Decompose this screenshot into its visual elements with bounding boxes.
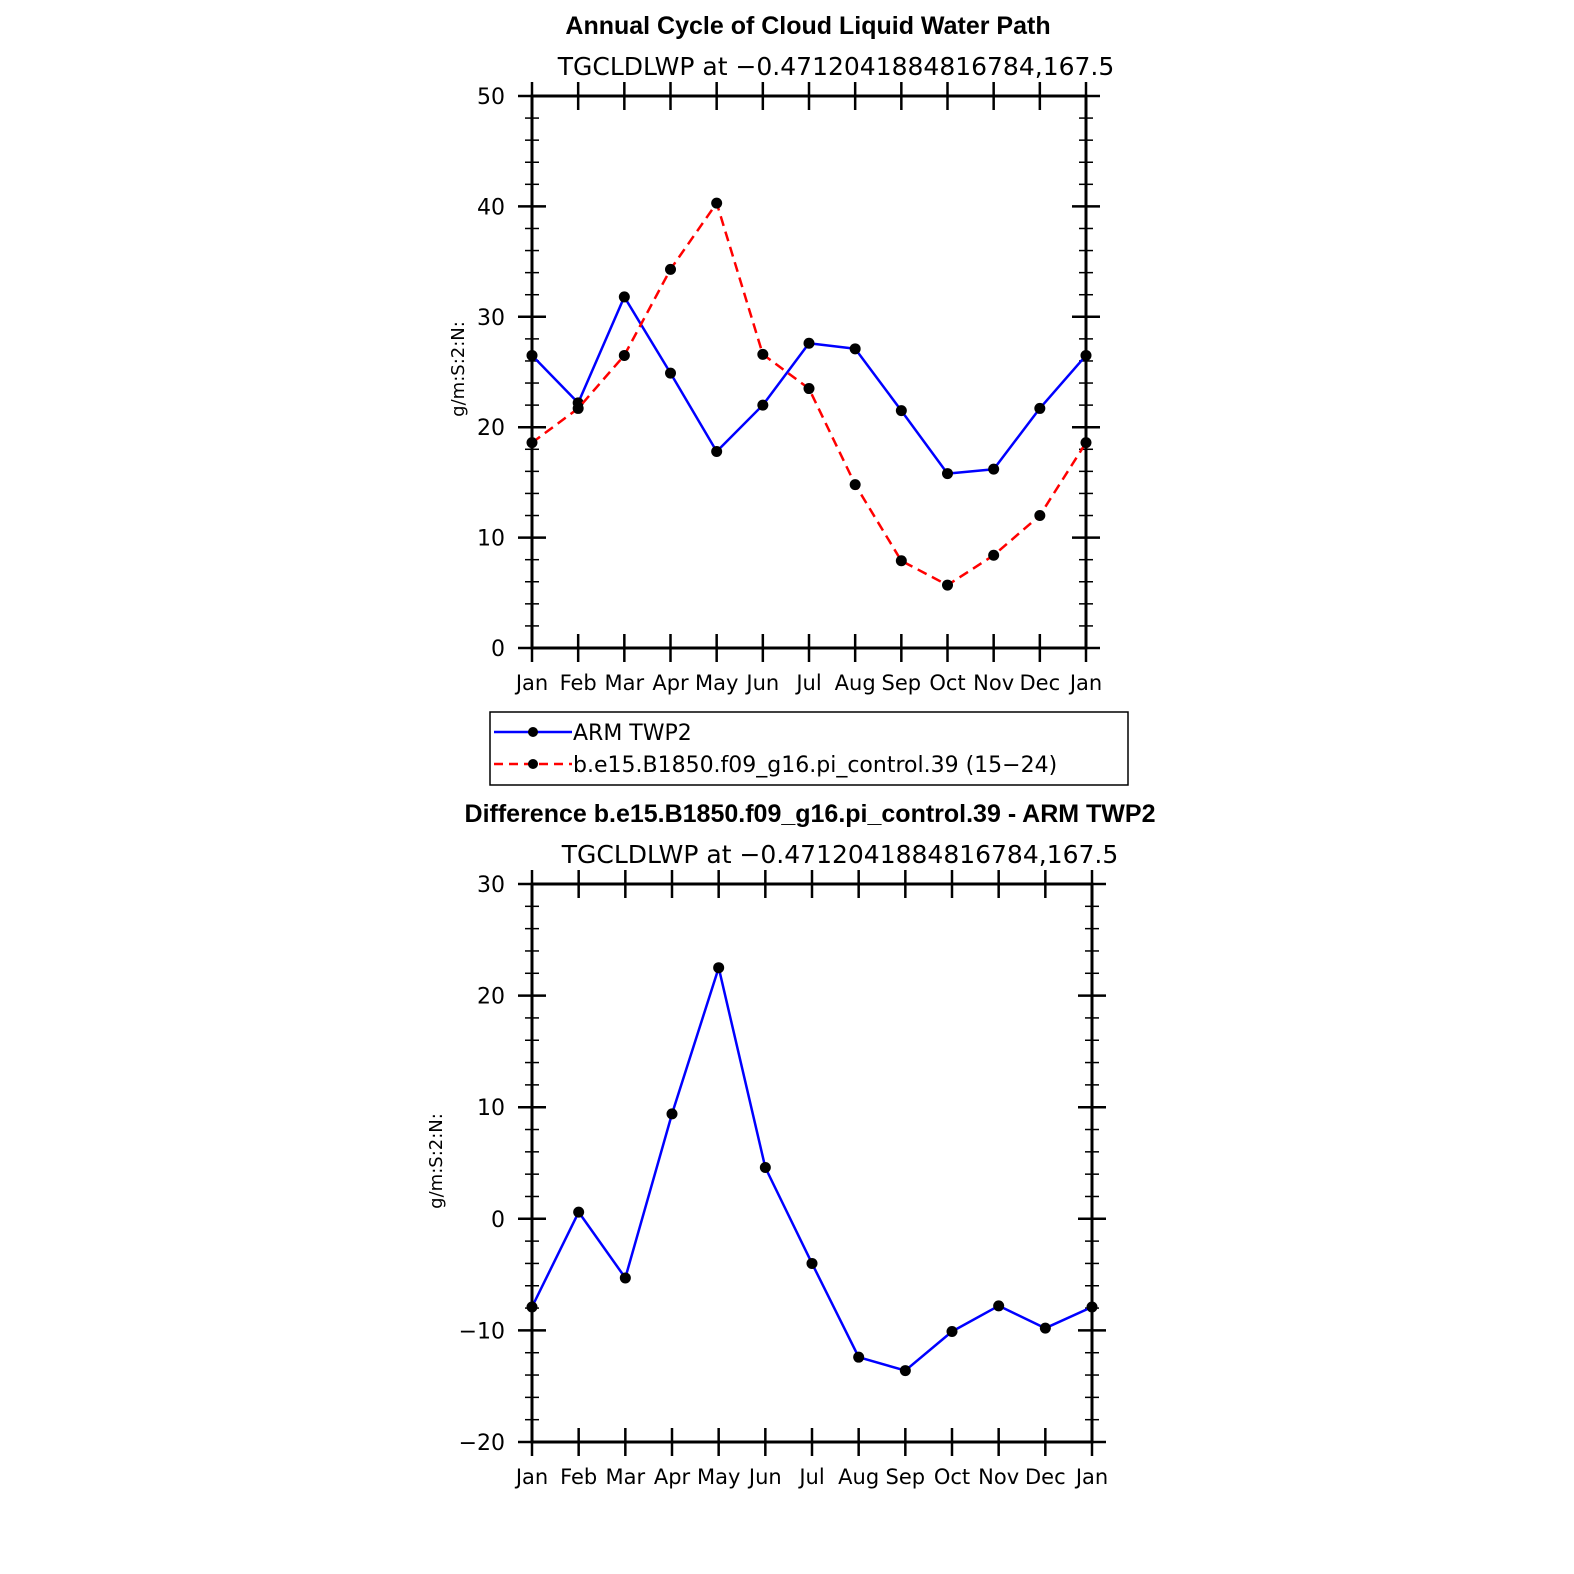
x-tick-label: Aug xyxy=(835,671,876,695)
data-point xyxy=(853,1351,865,1363)
x-tick-label: Jan xyxy=(514,671,548,695)
x-tick-label: Jan xyxy=(514,1465,548,1489)
data-point xyxy=(757,399,769,411)
legend-label-model: b.e15.B1850.f09_g16.pi_control.39 (15−24… xyxy=(573,753,1057,778)
x-tick-label: Jul xyxy=(794,671,821,695)
data-point xyxy=(759,1161,771,1173)
difference-subtitle: TGCLDLWP at −0.4712041884816784,167.5 xyxy=(561,840,1119,869)
data-point xyxy=(946,1326,958,1338)
y-tick-label: 30 xyxy=(477,873,505,898)
x-tick-label: Mar xyxy=(605,671,645,695)
difference-title: Difference b.e15.B1850.f09_g16.pi_contro… xyxy=(465,800,1156,828)
data-point xyxy=(573,1206,585,1218)
data-point xyxy=(618,349,630,361)
top-plot-area xyxy=(526,197,1092,591)
data-point xyxy=(665,263,676,275)
data-point xyxy=(993,1300,1005,1312)
x-tick-label: Nov xyxy=(973,671,1014,695)
x-tick-label: Jan xyxy=(1068,671,1102,695)
y-axis-label: g/m:S:2:N: xyxy=(448,321,469,417)
difference-y-axis-label: g/m:S:2:N: xyxy=(426,1113,447,1209)
legend-box xyxy=(489,711,1129,786)
data-point xyxy=(849,479,861,491)
data-point xyxy=(1034,402,1046,414)
x-tick-label: May xyxy=(695,671,738,695)
y-tick-label: 30 xyxy=(477,306,505,331)
data-point xyxy=(895,555,907,567)
data-point xyxy=(618,291,630,303)
data-point xyxy=(1034,510,1046,522)
data-point xyxy=(666,1108,678,1120)
legend-marker-model xyxy=(528,759,538,769)
x-tick-label: Mar xyxy=(606,1465,646,1489)
x-tick-label: Nov xyxy=(978,1465,1019,1489)
data-point xyxy=(942,468,953,480)
data-point xyxy=(988,463,1000,475)
bottom-plot-frame xyxy=(530,882,1094,1444)
y-tick-label: −10 xyxy=(459,1319,505,1344)
data-point xyxy=(619,1272,631,1284)
data-point xyxy=(1039,1322,1051,1334)
x-tick-label: Oct xyxy=(934,1465,970,1489)
annual-cycle-panel: Annual Cycle of Cloud Liquid Water Path … xyxy=(448,12,1129,786)
y-tick-label: 20 xyxy=(477,416,505,441)
y-tick-label: 40 xyxy=(477,195,505,220)
data-point xyxy=(849,343,861,355)
x-tick-label: Apr xyxy=(654,1465,691,1489)
data-point xyxy=(895,405,907,417)
data-point xyxy=(942,579,953,591)
y-tick-label: 10 xyxy=(477,527,505,552)
x-tick-label: Jun xyxy=(747,1465,782,1489)
x-tick-label: Feb xyxy=(560,1465,597,1489)
data-point xyxy=(757,348,769,360)
difference-panel: Difference b.e15.B1850.f09_g16.pi_contro… xyxy=(426,800,1155,1489)
y-tick-label: 10 xyxy=(477,1096,505,1121)
data-point xyxy=(803,337,815,349)
y-tick-label: 20 xyxy=(477,985,505,1010)
data-point xyxy=(899,1365,911,1377)
x-tick-label: Jun xyxy=(744,671,779,695)
data-point xyxy=(713,962,725,974)
legend-entry-arm: ARM TWP2 xyxy=(494,721,692,746)
x-tick-label: Sep xyxy=(886,1465,926,1489)
x-tick-label: Jul xyxy=(797,1465,824,1489)
y-tick-label: −20 xyxy=(459,1431,505,1456)
legend-entry-model: b.e15.B1850.f09_g16.pi_control.39 (15−24… xyxy=(494,753,1057,778)
x-tick-label: Dec xyxy=(1025,1465,1066,1489)
x-tick-label: Feb xyxy=(560,671,597,695)
x-tick-label: Sep xyxy=(882,671,922,695)
data-point xyxy=(665,367,676,379)
x-tick-label: Aug xyxy=(838,1465,879,1489)
top-plot-frame xyxy=(530,94,1088,650)
data-point xyxy=(988,549,1000,561)
chart-subtitle: TGCLDLWP at −0.4712041884816784,167.5 xyxy=(557,52,1115,81)
legend-label-arm: ARM TWP2 xyxy=(573,721,692,746)
x-tick-label: May xyxy=(697,1465,740,1489)
x-tick-label: Dec xyxy=(1020,671,1061,695)
y-tick-label: 0 xyxy=(491,637,505,662)
data-point xyxy=(806,1257,818,1269)
x-tick-label: Apr xyxy=(652,671,689,695)
x-tick-label: Jan xyxy=(1074,1465,1108,1489)
x-tick-label: Oct xyxy=(929,671,965,695)
chart-title: Annual Cycle of Cloud Liquid Water Path xyxy=(565,12,1050,40)
y-tick-label: 0 xyxy=(491,1208,505,1233)
data-point xyxy=(711,445,723,457)
legend: ARM TWP2 b.e15.B1850.f09_g16.pi_control.… xyxy=(489,711,1129,786)
data-point xyxy=(572,402,584,414)
legend-marker-arm xyxy=(528,727,538,737)
data-point xyxy=(711,197,723,209)
y-tick-label: 50 xyxy=(477,85,505,110)
data-point xyxy=(803,383,815,395)
